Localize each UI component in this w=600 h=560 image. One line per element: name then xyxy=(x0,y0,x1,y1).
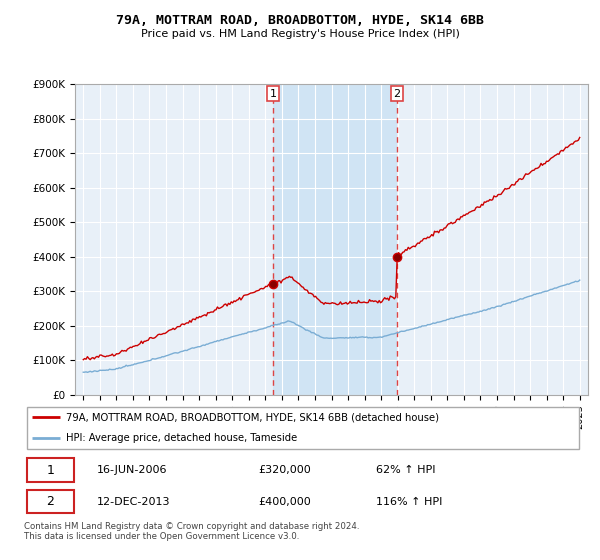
Text: 1: 1 xyxy=(269,88,277,99)
Text: 62% ↑ HPI: 62% ↑ HPI xyxy=(376,465,435,475)
Text: 16-JUN-2006: 16-JUN-2006 xyxy=(97,465,167,475)
FancyBboxPatch shape xyxy=(27,458,74,482)
FancyBboxPatch shape xyxy=(27,407,579,449)
Text: £320,000: £320,000 xyxy=(259,465,311,475)
Bar xyxy=(273,84,397,395)
Text: Contains HM Land Registry data © Crown copyright and database right 2024.
This d: Contains HM Land Registry data © Crown c… xyxy=(24,522,359,542)
Text: Price paid vs. HM Land Registry's House Price Index (HPI): Price paid vs. HM Land Registry's House … xyxy=(140,29,460,39)
Text: 12-DEC-2013: 12-DEC-2013 xyxy=(97,497,170,507)
Text: 1: 1 xyxy=(46,464,54,477)
FancyBboxPatch shape xyxy=(27,489,74,514)
Text: 79A, MOTTRAM ROAD, BROADBOTTOM, HYDE, SK14 6BB (detached house): 79A, MOTTRAM ROAD, BROADBOTTOM, HYDE, SK… xyxy=(66,412,439,422)
Text: 2: 2 xyxy=(46,495,54,508)
Text: 79A, MOTTRAM ROAD, BROADBOTTOM, HYDE, SK14 6BB: 79A, MOTTRAM ROAD, BROADBOTTOM, HYDE, SK… xyxy=(116,14,484,27)
Text: 2: 2 xyxy=(394,88,400,99)
Text: HPI: Average price, detached house, Tameside: HPI: Average price, detached house, Tame… xyxy=(66,433,297,444)
Text: £400,000: £400,000 xyxy=(259,497,311,507)
Text: 116% ↑ HPI: 116% ↑ HPI xyxy=(376,497,442,507)
